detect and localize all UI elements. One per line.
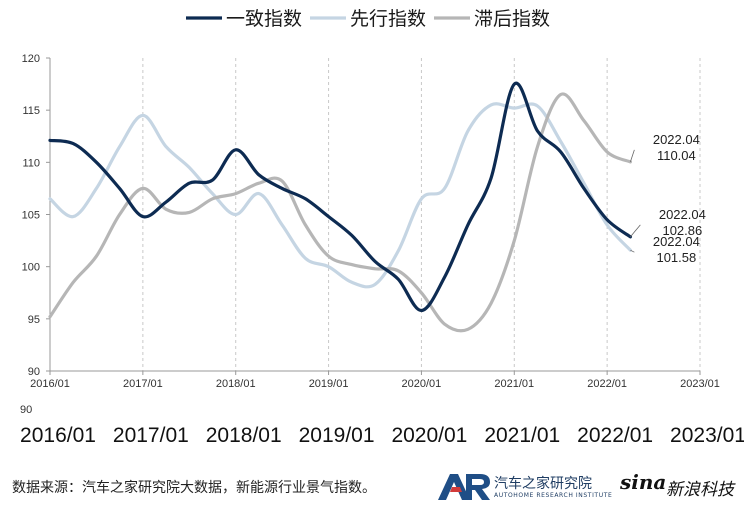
x-tick-label: 2020/01 bbox=[402, 378, 442, 390]
y-tick-label: 110 bbox=[22, 157, 40, 169]
large-x-tick-label: 2021/01 bbox=[484, 424, 560, 447]
annotation-leader-line bbox=[630, 224, 641, 238]
annotation-date-label: 2022.04 bbox=[653, 132, 700, 147]
y-tick-label: 120 bbox=[22, 53, 40, 65]
legend-label: 一致指数 bbox=[226, 8, 302, 30]
x-tick-label: 2019/01 bbox=[309, 378, 349, 390]
data-source-note: 数据来源：汽车之家研究院大数据，新能源行业景气指数。 bbox=[12, 480, 376, 496]
legend-label: 先行指数 bbox=[350, 8, 426, 30]
series-line-lagging-index bbox=[48, 92, 632, 333]
large-x-tick-label: 2019/01 bbox=[299, 424, 375, 447]
y-tick-label: 90 bbox=[28, 366, 40, 378]
annotation-leader-line bbox=[629, 149, 635, 163]
large-x-tick-label: 2016/01 bbox=[20, 424, 96, 447]
large-x-tick-label: 2017/01 bbox=[113, 424, 189, 447]
autohome-name: 汽车之家研究院 bbox=[494, 476, 592, 492]
x-tick-label: 2022/01 bbox=[587, 378, 627, 390]
line-chart: 90 95 100 105 110 115 120 2016/01 2017/01 2018/01… bbox=[20, 8, 744, 447]
annotation-value-label: 102.86 bbox=[662, 223, 702, 238]
clipped-tick-fragment: 90 bbox=[20, 404, 32, 416]
sina-logo-mark: sina bbox=[620, 470, 667, 494]
x-tick-label: 2023/01 bbox=[680, 378, 720, 390]
large-x-tick-label: 2022/01 bbox=[577, 424, 653, 447]
y-tick-label: 95 bbox=[28, 314, 40, 326]
annotation-leader-line bbox=[630, 249, 635, 253]
autohome-logo: 汽车之家研究院 AUTOHOME RESEARCH INSTITUTE bbox=[436, 472, 612, 502]
x-tick-label: 2021/01 bbox=[494, 378, 534, 390]
annotation-value-label: 110.04 bbox=[657, 148, 696, 163]
footer: 数据来源：汽车之家研究院大数据，新能源行业景气指数。 汽车之家研究院 AUTOH… bbox=[0, 468, 744, 505]
autohome-subtitle: AUTOHOME RESEARCH INSTITUTE bbox=[494, 492, 613, 499]
autohome-ar-logo-icon bbox=[438, 474, 490, 500]
y-tick-label: 105 bbox=[22, 210, 40, 222]
series-line-leading-index bbox=[48, 102, 632, 289]
large-x-tick-label: 2023/01 bbox=[670, 424, 744, 447]
x-tick-label: 2017/01 bbox=[123, 378, 163, 390]
y-tick-label: 115 bbox=[22, 105, 40, 117]
annotation-date-label: 2022.04 bbox=[659, 207, 706, 222]
sina-tech-logo: sina 新浪科技 bbox=[620, 470, 744, 502]
large-x-tick-label: 2018/01 bbox=[206, 424, 282, 447]
annotation-value-label: 101.58 bbox=[656, 250, 696, 265]
large-x-tick-label: 2020/01 bbox=[391, 424, 467, 447]
annotation-date-label: 2022.04 bbox=[653, 234, 700, 249]
y-tick-label: 100 bbox=[22, 262, 40, 274]
sina-tech-name: 新浪科技 bbox=[666, 480, 734, 500]
series-line-coincident-index bbox=[48, 81, 632, 313]
x-tick-label: 2018/01 bbox=[216, 378, 256, 390]
legend-label: 滞后指数 bbox=[474, 8, 550, 30]
x-tick-label: 2016/01 bbox=[30, 378, 70, 390]
